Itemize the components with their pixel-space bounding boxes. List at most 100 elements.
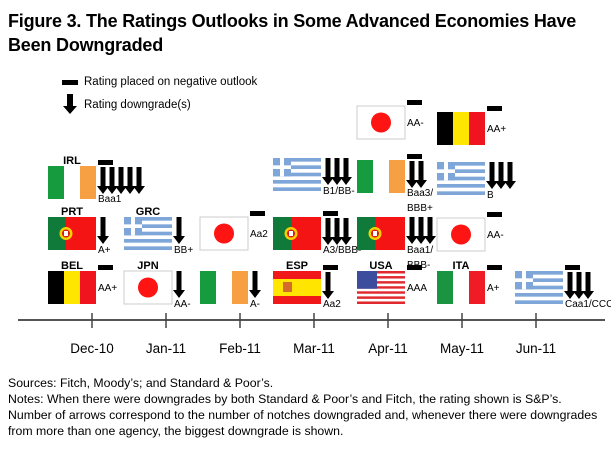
downgrade-arrow — [124, 167, 136, 194]
rating-event-prt: PRT A+ — [48, 206, 111, 256]
rating-label: Caa1/CCC — [565, 299, 611, 310]
rating-label: AA+ — [487, 124, 506, 135]
negative-outlook-bar — [98, 265, 113, 270]
rating-event-jpn: AA- — [436, 212, 504, 252]
flag-esp-icon — [273, 271, 321, 304]
flag-prt-icon — [357, 217, 405, 250]
flag-jpn-icon — [199, 216, 249, 251]
downgrade-arrow — [406, 161, 418, 188]
rating-label: AA- — [174, 299, 191, 310]
downgrade-arrow — [415, 161, 427, 188]
negative-outlook-bar — [487, 265, 502, 270]
downgrade-arrow — [331, 218, 343, 245]
country-label: USA — [369, 260, 392, 272]
negative-outlook-bar — [407, 154, 422, 159]
negative-outlook-bar — [487, 212, 502, 217]
country-label: BEL — [61, 260, 83, 272]
flag-jpn-icon — [123, 270, 173, 305]
legend-label: Rating placed on negative outlook — [84, 76, 258, 88]
rating-event-irl: Baa3/BBB+ — [357, 154, 433, 214]
axis-tick-label: Jan-11 — [146, 341, 186, 356]
downgrade-arrow — [415, 217, 427, 244]
rating-event-ita: ITA A+ — [437, 260, 502, 304]
country-label: JPN — [137, 260, 158, 272]
axis-tick-label: Jun-11 — [516, 341, 556, 356]
rating-event-bel: BEL AA+ — [48, 260, 117, 304]
rating-event-prt: Baa1/BBB- — [357, 217, 436, 271]
flag-irl-icon — [200, 271, 248, 304]
flag-bel-icon — [48, 271, 96, 304]
rating-label: A+ — [98, 245, 111, 256]
flag-jpn-icon — [356, 105, 406, 140]
rating-label: A3/BBB- — [323, 245, 361, 256]
sources-text: Sources: Fitch, Moody’s; and Standard & … — [8, 376, 274, 390]
negative-outlook-bar — [250, 211, 265, 216]
flag-bel-icon — [437, 112, 485, 145]
rating-label: Baa3/BBB+ — [407, 188, 433, 214]
downgrade-arrow — [173, 217, 185, 244]
rating-event-usa: USA AAA — [357, 260, 427, 304]
downgrade-arrow — [340, 218, 352, 245]
downgrade-arrow — [495, 162, 507, 189]
rating-label: A+ — [487, 283, 500, 294]
flag-irl-icon — [357, 160, 405, 193]
negative-outlook-bar — [487, 106, 502, 111]
downgrade-arrow — [573, 272, 585, 299]
negative-outlook-bar — [407, 100, 422, 105]
country-label: ITA — [453, 260, 470, 272]
rating-label: AAA — [407, 283, 427, 294]
negative-outlook-bar — [565, 265, 580, 270]
rating-event-irl: IRL Baa1 — [48, 155, 145, 205]
rating-label: BB+ — [174, 245, 193, 256]
downgrade-arrow — [97, 167, 109, 194]
negative-outlook-bar — [323, 265, 338, 270]
legend-item-negative-outlook: Rating placed on negative outlook — [62, 76, 257, 88]
notes-text: Notes: When there were downgrades by bot… — [8, 392, 598, 438]
downgrade-arrow — [173, 271, 185, 298]
rating-event-bel: AA+ — [437, 106, 506, 145]
downgrade-arrow — [106, 167, 118, 194]
rating-event-grc: B — [437, 162, 516, 201]
downgrade-arrow — [133, 167, 145, 194]
rating-label: A- — [250, 299, 260, 310]
rating-label: Aa2 — [323, 299, 341, 310]
flag-ita-icon — [437, 271, 485, 304]
axis-tick-label: Dec-10 — [70, 341, 114, 356]
figure-title: Figure 3. The Ratings Outlooks in Some A… — [8, 11, 577, 55]
downgrade-arrow — [322, 158, 334, 185]
flag-irl-icon — [48, 166, 96, 199]
rating-label: AA+ — [98, 283, 117, 294]
flag-grc-icon — [515, 271, 563, 304]
axis-tick-label: Mar-11 — [293, 341, 335, 356]
flag-grc-icon — [437, 162, 485, 195]
rating-label: B1/BB- — [323, 186, 355, 197]
downgrade-arrow — [406, 217, 418, 244]
rating-label: B — [487, 190, 494, 201]
negative-outlook-bar — [98, 160, 113, 165]
downgrade-arrow-icon — [63, 94, 77, 114]
downgrade-arrow — [340, 158, 352, 185]
country-label: IRL — [63, 155, 81, 167]
rating-label: Baa1 — [98, 194, 122, 205]
legend-item-downgrade: Rating downgrade(s) — [62, 94, 191, 116]
flag-prt-icon — [48, 217, 96, 250]
axis-tick-label: Feb-11 — [219, 341, 261, 356]
rating-event-jpn: Aa2 — [199, 211, 268, 251]
rating-event-grc: B1/BB- — [273, 158, 355, 197]
negative-outlook-bar — [407, 265, 422, 270]
axis-tick-label: Apr-11 — [368, 341, 408, 356]
flag-grc-icon — [273, 158, 321, 191]
axis-tick-label: May-11 — [440, 341, 484, 356]
rating-event-grc: GRC BB+ — [124, 206, 193, 256]
downgrade-arrow — [504, 162, 516, 189]
legend-label: Rating downgrade(s) — [84, 99, 191, 111]
downgrade-arrow — [322, 218, 334, 245]
downgrade-arrow — [115, 167, 127, 194]
downgrade-arrow — [486, 162, 498, 189]
flag-grc-icon — [124, 217, 172, 250]
downgrade-arrow — [97, 217, 109, 244]
downgrade-arrow — [331, 158, 343, 185]
negative-outlook-bar-icon — [62, 79, 78, 85]
country-label: ESP — [286, 260, 308, 272]
